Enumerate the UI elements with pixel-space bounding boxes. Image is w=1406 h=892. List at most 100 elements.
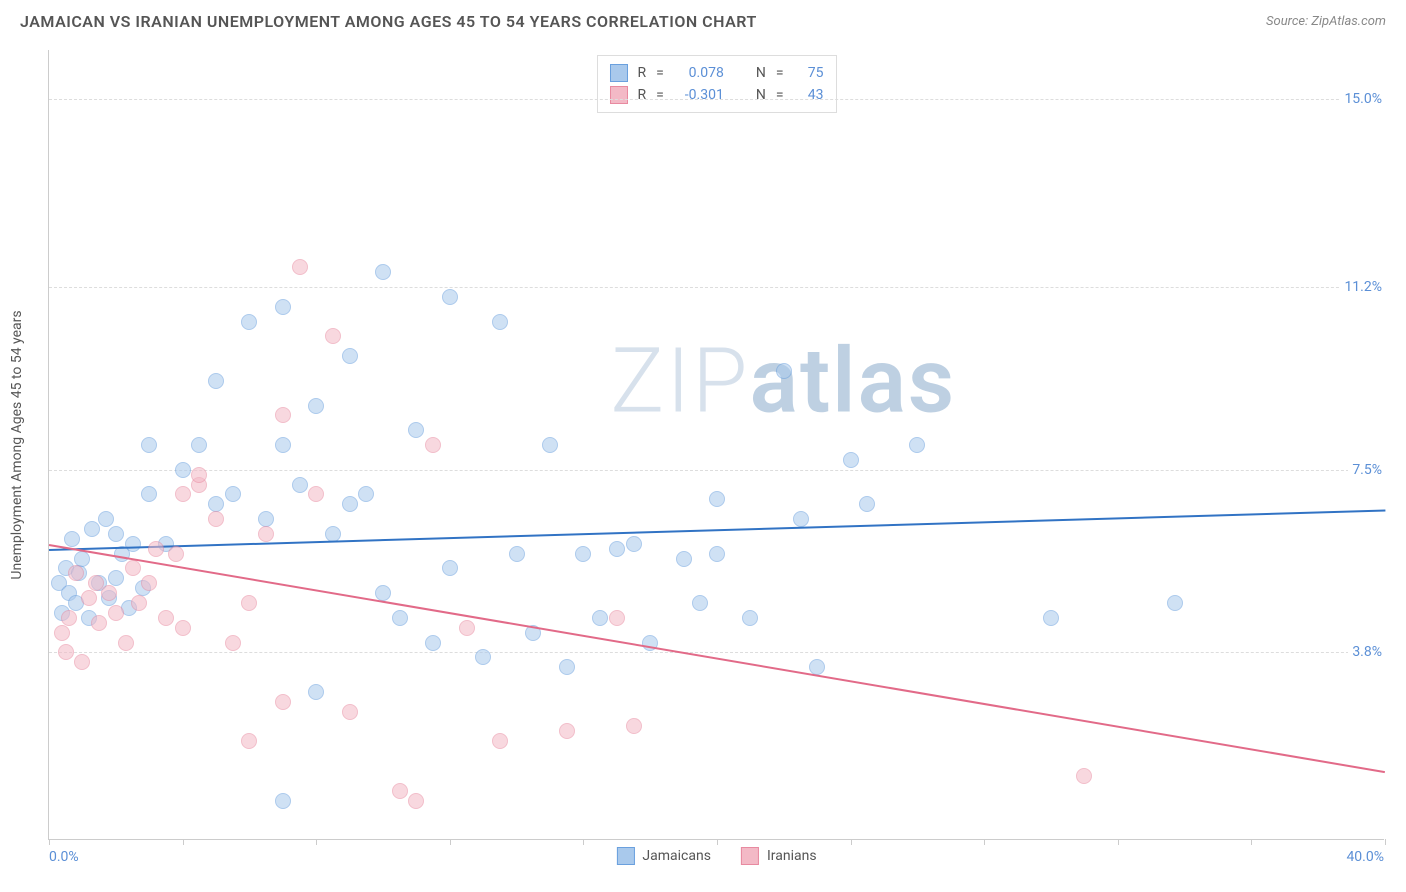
data-point	[241, 733, 257, 749]
equals-label: =	[776, 65, 784, 81]
data-point	[208, 373, 224, 389]
data-point	[108, 605, 124, 621]
data-point	[776, 363, 792, 379]
regression-line	[49, 509, 1385, 550]
data-point	[141, 437, 157, 453]
equals-label: =	[776, 87, 784, 103]
data-point	[492, 733, 508, 749]
equals-label: =	[656, 65, 664, 81]
data-point	[308, 684, 324, 700]
data-point	[442, 560, 458, 576]
data-point	[676, 551, 692, 567]
data-point	[241, 595, 257, 611]
data-point	[342, 348, 358, 364]
data-point	[358, 486, 374, 502]
data-point	[101, 585, 117, 601]
x-axis-min-label: 0.0%	[49, 849, 79, 865]
gridline	[49, 470, 1384, 471]
data-point	[408, 793, 424, 809]
data-point	[1167, 595, 1183, 611]
x-tick	[717, 839, 718, 845]
data-point	[709, 546, 725, 562]
correlation-legend-row: R=0.078N=75	[609, 62, 823, 84]
data-point	[408, 422, 424, 438]
data-point	[392, 610, 408, 626]
data-point	[208, 511, 224, 527]
legend-swatch-icon	[616, 847, 634, 865]
legend-swatch-icon	[741, 847, 759, 865]
r-value: -0.301	[674, 87, 724, 103]
r-label: R	[637, 87, 646, 103]
data-point	[81, 590, 97, 606]
data-point	[325, 328, 341, 344]
data-point	[61, 610, 77, 626]
legend-swatch-icon	[609, 64, 627, 82]
data-point	[375, 585, 391, 601]
data-point	[459, 620, 475, 636]
data-point	[626, 536, 642, 552]
data-point	[308, 486, 324, 502]
data-point	[141, 575, 157, 591]
data-point	[91, 615, 107, 631]
data-point	[208, 496, 224, 512]
data-point	[275, 793, 291, 809]
series-legend-label: Jamaicans	[642, 848, 711, 864]
legend-swatch-icon	[609, 86, 627, 104]
data-point	[131, 595, 147, 611]
data-point	[509, 546, 525, 562]
correlation-legend-row: R=-0.301N=43	[609, 84, 823, 106]
series-legend-label: Iranians	[767, 848, 817, 864]
data-point	[175, 486, 191, 502]
chart-title: JAMAICAN VS IRANIAN UNEMPLOYMENT AMONG A…	[20, 12, 757, 31]
x-tick	[316, 839, 317, 845]
data-point	[64, 531, 80, 547]
data-point	[74, 551, 90, 567]
data-point	[859, 496, 875, 512]
chart-plot-area: Unemployment Among Ages 45 to 54 years 0…	[48, 50, 1384, 840]
data-point	[125, 560, 141, 576]
data-point	[108, 570, 124, 586]
data-point	[191, 467, 207, 483]
y-tick-label: 15.0%	[1340, 91, 1386, 107]
data-point	[58, 644, 74, 660]
data-point	[442, 289, 458, 305]
n-label: N	[756, 65, 766, 81]
data-point	[68, 565, 84, 581]
watermark: ZIPatlas	[610, 329, 956, 434]
chart-header: JAMAICAN VS IRANIAN UNEMPLOYMENT AMONG A…	[0, 0, 1406, 39]
data-point	[225, 635, 241, 651]
data-point	[54, 625, 70, 641]
x-tick	[49, 839, 50, 845]
data-point	[292, 477, 308, 493]
gridline	[49, 652, 1384, 653]
data-point	[148, 541, 164, 557]
data-point	[742, 610, 758, 626]
gridline	[49, 99, 1384, 100]
x-tick	[183, 839, 184, 845]
x-tick	[450, 839, 451, 845]
data-point	[225, 486, 241, 502]
x-tick	[1385, 839, 1386, 845]
data-point	[425, 437, 441, 453]
gridline	[49, 287, 1384, 288]
x-tick	[1118, 839, 1119, 845]
data-point	[168, 546, 184, 562]
r-value: 0.078	[674, 65, 724, 81]
data-point	[191, 437, 207, 453]
data-point	[592, 610, 608, 626]
data-point	[475, 649, 491, 665]
n-value: 43	[794, 87, 824, 103]
data-point	[575, 546, 591, 562]
y-tick-label: 3.8%	[1348, 644, 1386, 660]
data-point	[342, 496, 358, 512]
data-point	[108, 526, 124, 542]
series-legend-item: Iranians	[741, 847, 817, 865]
data-point	[275, 437, 291, 453]
y-axis-label: Unemployment Among Ages 45 to 54 years	[9, 310, 25, 579]
data-point	[175, 462, 191, 478]
data-point	[175, 620, 191, 636]
data-point	[275, 407, 291, 423]
data-point	[843, 452, 859, 468]
r-label: R	[637, 65, 646, 81]
correlation-legend: R=0.078N=75R=-0.301N=43	[596, 55, 836, 113]
